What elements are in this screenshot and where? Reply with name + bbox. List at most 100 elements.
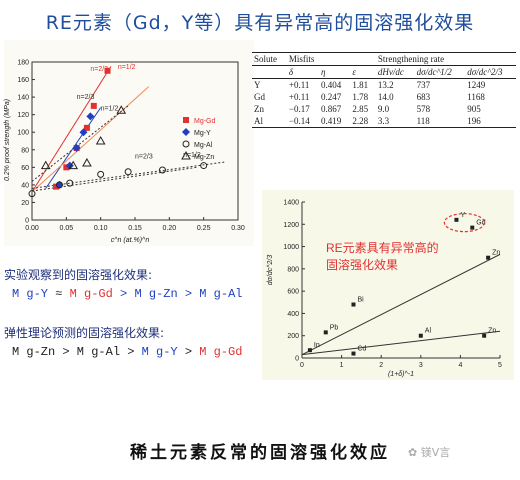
legend-label: Mg-Al	[194, 142, 213, 149]
table-cell: −0.14	[286, 115, 319, 128]
point-label: Y	[460, 212, 465, 219]
triangle-marker	[82, 157, 92, 167]
table-cell: Y	[254, 80, 261, 90]
theory-ranking: M g-Zn > M g-Al > M g-Y > M g-Gd	[12, 345, 242, 359]
exponent-annotation: n=2/3	[135, 154, 153, 161]
ranking-segment: M g-Y	[141, 345, 178, 359]
x-axis-label: c^n (at.%)^n	[111, 237, 150, 244]
exponent-annotation: n=2/3	[77, 94, 95, 101]
table-subheader-cell: dσ/dc^1/2	[414, 65, 466, 79]
point-label: Zn	[488, 328, 496, 335]
experiment-heading: 实验观察到的固溶强化效果:	[4, 268, 153, 282]
x-tick-label: 1	[340, 362, 344, 369]
data-point	[323, 330, 328, 335]
square-marker	[63, 164, 70, 171]
table-cell: 905	[467, 104, 481, 114]
wechat-icon: ✿	[408, 446, 418, 459]
data-point	[351, 351, 356, 356]
ranking-segment: M g-Gd	[199, 345, 243, 359]
y-tick-label: 160	[17, 77, 29, 84]
table-cell: Gd	[254, 92, 265, 102]
table-cell: 1168	[467, 92, 485, 102]
y-tick-label: 140	[17, 95, 29, 102]
x-tick-label: 0.20	[163, 225, 177, 232]
rate-vs-misfit-chart: 0 1 2 3 4 5 0 200 400 600 800 1000 1200 1400 (1+δ)^-1 d…	[267, 200, 502, 379]
y-tick-label: 0	[295, 356, 299, 363]
x-tick-label: 5	[498, 362, 502, 369]
circle-marker	[55, 181, 63, 189]
y-tick-label: 100	[17, 130, 29, 137]
y-tick-label: 40	[21, 182, 29, 189]
proof-strength-chart: 0.00 0.05 0.10 0.15 0.20 0.25 0.30 0 20 40 60 80 100…	[4, 60, 245, 245]
exponent-annotation: n=1/2	[183, 152, 201, 159]
circle-marker	[66, 179, 74, 187]
table-subheader-cell: dσ/dc^2/3	[465, 65, 516, 79]
circle-marker	[97, 170, 105, 178]
exponent-annotation: n=1/2	[118, 64, 136, 71]
watermark: ✿ 镁V言	[408, 444, 450, 460]
table-header-cell: Strengthening rate	[375, 52, 516, 66]
x-tick-label: 0.00	[25, 225, 39, 232]
table-cell: 0.247	[320, 92, 342, 102]
x-tick-label: 4	[458, 362, 462, 369]
data-point	[418, 333, 423, 338]
data-point	[486, 255, 491, 260]
table-cell: 578	[416, 104, 431, 114]
exponent-annotation: n=2/3	[90, 66, 108, 73]
y-tick-label: 1000	[283, 244, 299, 251]
table-cell: 0.419	[318, 115, 351, 128]
y-tick-label: 200	[287, 333, 299, 340]
y-tick-label: 80	[21, 147, 29, 154]
point-label: In	[314, 342, 320, 349]
x-tick-label: 3	[419, 362, 423, 369]
square-marker	[53, 183, 60, 190]
x-axis-label: (1+δ)^-1	[388, 371, 414, 378]
ranking-segment: ≈	[48, 287, 70, 301]
table-row: Zn −0.17 0.867 2.85 9.0 578 905	[252, 103, 516, 115]
triangle-marker	[95, 135, 106, 145]
square-marker	[83, 124, 90, 131]
legend-label: Mg-Gd	[194, 118, 216, 125]
table-row: Gd +0.11 0.247 1.78 14.0 683 1168	[252, 91, 516, 103]
point-label: Zn	[492, 250, 500, 257]
page-title: RE元素（Gd，Y等）具有异常高的固溶强化效果	[45, 12, 475, 34]
circle-marker	[124, 168, 132, 176]
y-tick-label: 120	[17, 112, 29, 119]
y-tick-label: 1400	[283, 200, 299, 207]
table-subheader-row: δ η ε dHv/dc dσ/dc^1/2 dσ/dc^2/3	[252, 65, 516, 79]
table-cell: 1249	[467, 80, 486, 90]
point-label: Gd	[476, 220, 485, 227]
table-row: Al −0.14 0.419 2.28 3.3 118 196	[252, 115, 516, 128]
square-marker	[183, 117, 189, 123]
y-axis-label: 0.2% proof strength (MPa)	[4, 99, 11, 181]
diamond-marker	[79, 128, 88, 137]
y-tick-label: 60	[21, 165, 29, 172]
trend-line-upper	[301, 253, 501, 356]
triangle-marker	[68, 160, 79, 170]
diamond-marker	[72, 144, 81, 153]
y-tick-label: 180	[17, 60, 29, 67]
data-point	[351, 302, 356, 307]
annotation-line-1: RE元素具有异常高的	[326, 240, 439, 255]
data-point	[307, 348, 312, 353]
highlight-circle	[443, 213, 485, 233]
y-axis-label: dσ/dc^2/3	[267, 255, 274, 286]
table-subheader-cell: ε	[350, 65, 376, 79]
triangle-marker	[40, 160, 51, 170]
exponent-annotation: n=1/2	[101, 105, 119, 112]
ranking-segment: M g-Y	[12, 287, 49, 301]
fit-line	[31, 161, 225, 189]
table-cell: 14.0	[377, 92, 394, 102]
data-point	[454, 217, 459, 222]
table-subheader-cell: dHv/dc	[375, 65, 415, 79]
table-subheader-cell: δ	[286, 65, 319, 79]
fit-line	[31, 105, 129, 182]
table-cell: Al	[252, 115, 287, 128]
table-cell: 2.28	[350, 115, 376, 128]
x-tick-label: 0	[300, 362, 304, 369]
table-cell: Zn	[254, 104, 264, 114]
x-tick-label: 0.25	[197, 225, 211, 232]
watermark-text: 镁V言	[420, 446, 451, 459]
slide-caption: 稀土元素反常的固溶强化效应	[130, 443, 390, 463]
y-tick-label: 1200	[283, 222, 299, 229]
